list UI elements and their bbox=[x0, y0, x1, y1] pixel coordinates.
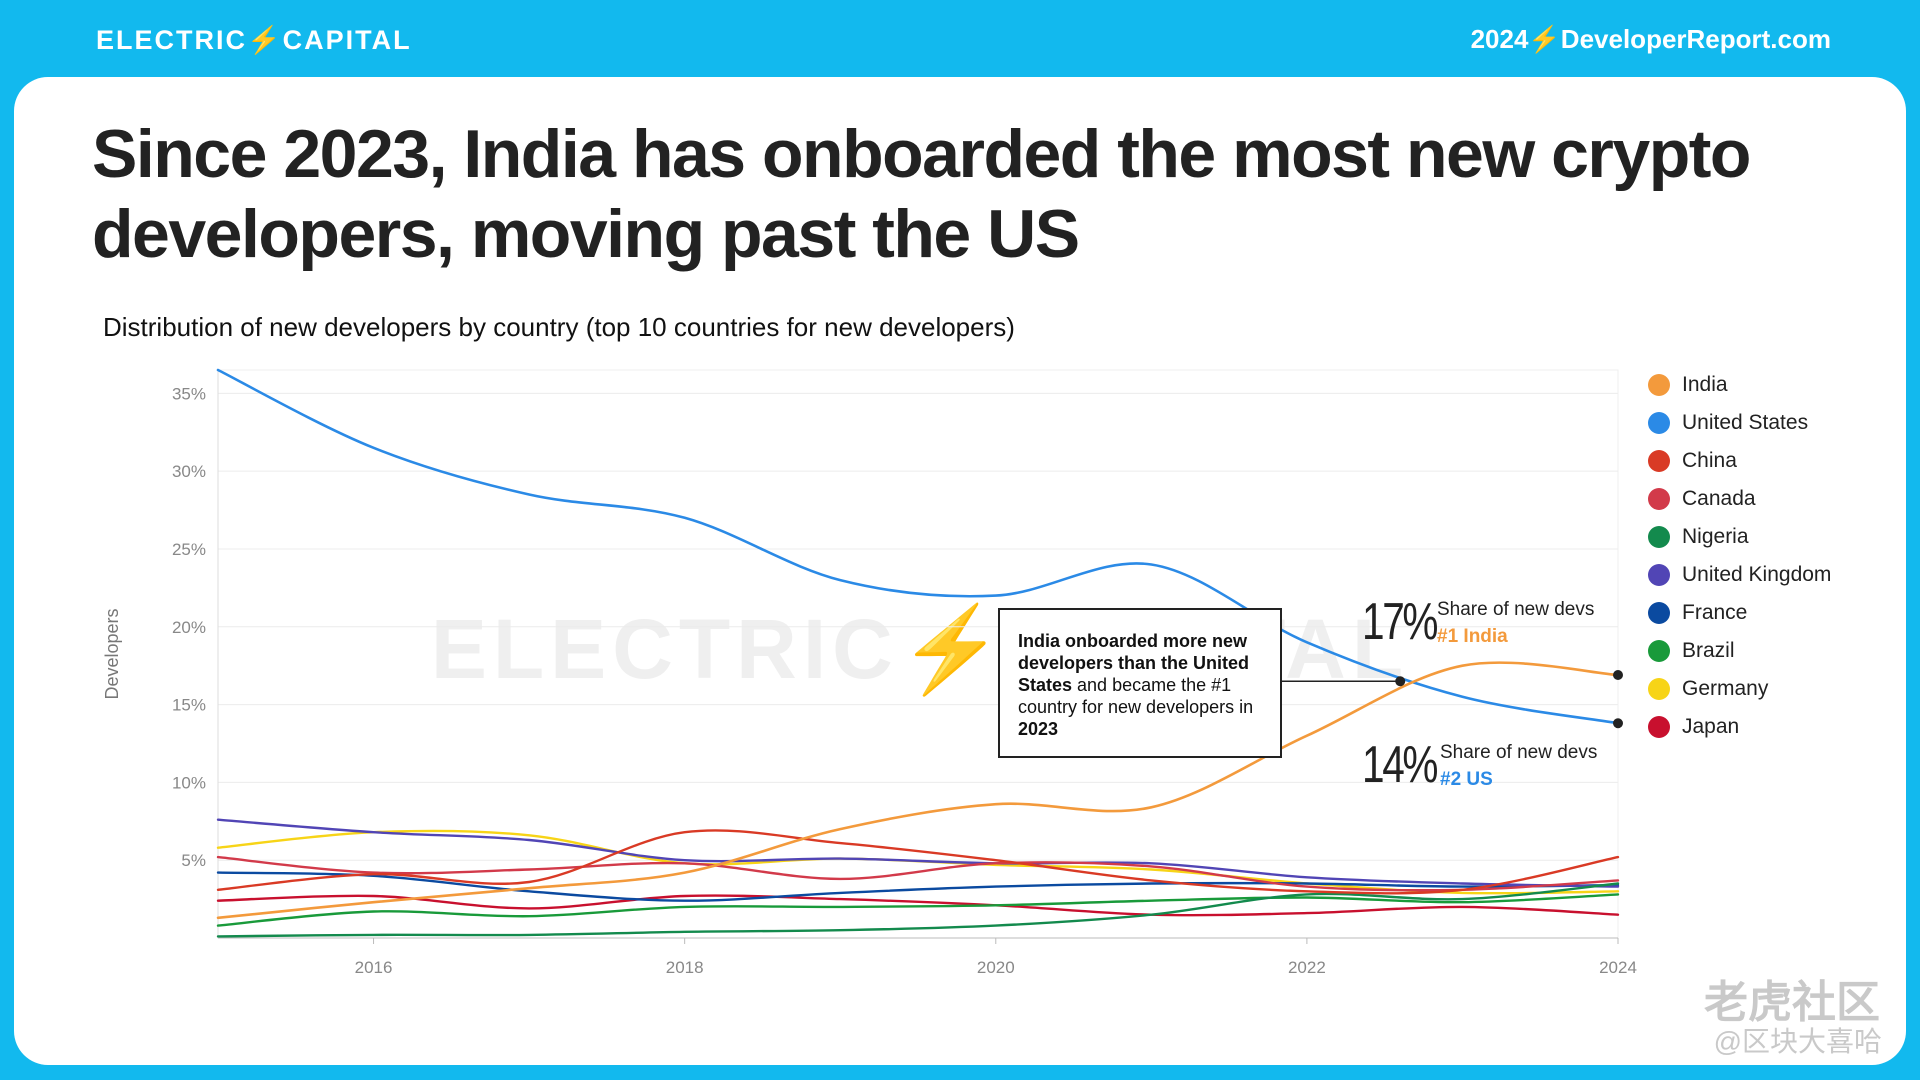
legend-swatch bbox=[1648, 640, 1670, 662]
legend-item: United Kingdom bbox=[1648, 556, 1831, 594]
y-tick-label: 15% bbox=[172, 696, 206, 715]
legend-swatch bbox=[1648, 678, 1670, 700]
legend-label: France bbox=[1682, 601, 1748, 624]
x-tick-label: 2016 bbox=[355, 958, 393, 977]
legend-swatch bbox=[1648, 526, 1670, 548]
legend-label: United Kingdom bbox=[1682, 563, 1832, 586]
crossover-marker bbox=[1395, 676, 1406, 687]
callout-part3: 2023 bbox=[1018, 719, 1059, 739]
y-tick-label: 30% bbox=[172, 462, 206, 481]
legend-swatch bbox=[1648, 488, 1670, 510]
y-axis-label: Developers bbox=[102, 608, 122, 699]
chart-legend: India United States China Canada Nigeria Unit… bbox=[1648, 366, 1831, 746]
series-line-nigeria bbox=[216, 882, 1620, 938]
series-line-canada bbox=[216, 855, 1620, 892]
brand-logo: ELECTRIC⚡CAPITAL bbox=[96, 25, 412, 55]
y-tick-label: 20% bbox=[172, 618, 206, 637]
callout-box: India onboarded more new developers than… bbox=[998, 608, 1282, 758]
legend-label: United States bbox=[1682, 411, 1809, 434]
y-tick-label: 35% bbox=[172, 384, 206, 403]
content-card bbox=[14, 77, 1906, 1065]
chart-subtitle: Distribution of new developers by countr… bbox=[103, 312, 1015, 342]
legend-item: China bbox=[1648, 442, 1831, 480]
series-line-china bbox=[216, 829, 1620, 895]
legend-item: Brazil bbox=[1648, 632, 1831, 670]
legend-swatch bbox=[1648, 602, 1670, 624]
india-share-big: 17% bbox=[1362, 593, 1439, 651]
legend-label: China bbox=[1682, 449, 1737, 472]
legend-label: Nigeria bbox=[1682, 525, 1749, 548]
legend-swatch bbox=[1648, 374, 1670, 396]
watermark-logo: 老虎社区 bbox=[1704, 978, 1880, 1027]
x-tick-label: 2020 bbox=[977, 958, 1015, 977]
legend-swatch bbox=[1648, 450, 1670, 472]
y-tick-label: 10% bbox=[172, 773, 206, 792]
x-tick-label: 2022 bbox=[1288, 958, 1326, 977]
legend-item: India bbox=[1648, 366, 1831, 404]
legend-item: France bbox=[1648, 594, 1831, 632]
callout-part1: India onboarded more new developers than… bbox=[1018, 631, 1250, 695]
series-line-india bbox=[216, 661, 1620, 920]
legend-label: Canada bbox=[1682, 487, 1756, 510]
legend-item: Japan bbox=[1648, 708, 1831, 746]
india-rank: #1 India bbox=[1437, 626, 1508, 647]
legend-swatch bbox=[1648, 716, 1670, 738]
us-share-big: 14% bbox=[1362, 736, 1439, 794]
legend-label: India bbox=[1682, 373, 1728, 396]
legend-item: United States bbox=[1648, 404, 1831, 442]
legend-label: Japan bbox=[1682, 715, 1740, 738]
page-title: Since 2023, India has onboarded the most… bbox=[92, 116, 1751, 272]
x-tick-label: 2024 bbox=[1599, 958, 1637, 977]
series-line-united-kingdom bbox=[216, 818, 1620, 888]
series-line-japan bbox=[216, 894, 1620, 917]
y-tick-label: 25% bbox=[172, 540, 206, 559]
legend-item: Nigeria bbox=[1648, 518, 1831, 556]
legend-item: Canada bbox=[1648, 480, 1831, 518]
india-share-label: Share of new devs bbox=[1437, 599, 1595, 620]
watermark-handle: @区块大喜哈 bbox=[1713, 1026, 1882, 1057]
top-bar: ELECTRIC⚡CAPITAL 2024⚡DeveloperReport.co… bbox=[0, 0, 1920, 78]
series-line-united-states bbox=[216, 368, 1620, 725]
legend-label: Brazil bbox=[1682, 639, 1735, 662]
legend-item: Germany bbox=[1648, 670, 1831, 708]
legend-swatch bbox=[1648, 412, 1670, 434]
us-rank: #2 US bbox=[1440, 769, 1493, 790]
us-share-label: Share of new devs bbox=[1440, 742, 1598, 763]
x-tick-label: 2018 bbox=[666, 958, 704, 977]
endpoint-marker bbox=[1613, 718, 1623, 729]
series-line-brazil bbox=[216, 893, 1620, 927]
site-url[interactable]: 2024⚡DeveloperReport.com bbox=[1470, 24, 1831, 54]
legend-swatch bbox=[1648, 564, 1670, 586]
y-tick-label: 5% bbox=[181, 851, 206, 870]
callout-part2: and became the #1 country for new develo… bbox=[1018, 675, 1254, 717]
endpoint-marker bbox=[1613, 670, 1623, 681]
legend-label: Germany bbox=[1682, 677, 1769, 700]
series-line-france bbox=[216, 871, 1620, 902]
